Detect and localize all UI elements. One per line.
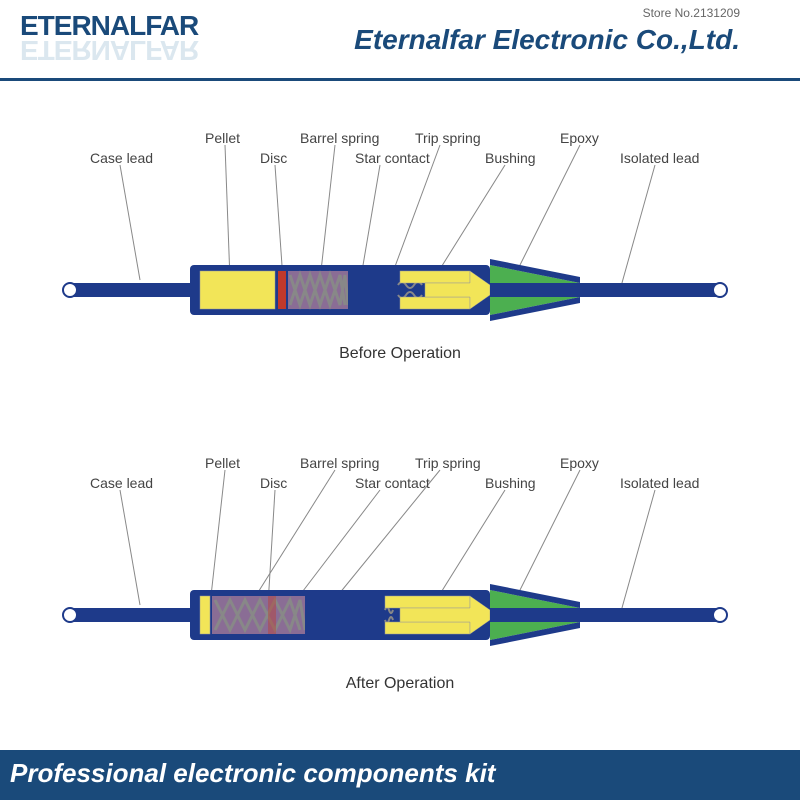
label-isolated-lead-after: Isolated lead: [620, 475, 699, 491]
label-pellet-before: Pellet: [205, 130, 240, 146]
label-case-lead-before: Case lead: [90, 150, 153, 166]
logo-reflection: ETERNALFAR: [20, 34, 198, 66]
caption-after: After Operation: [0, 675, 800, 693]
header-divider: [0, 78, 800, 81]
label-epoxy-after: Epoxy: [560, 455, 599, 471]
label-star-contact-after: Star contact: [355, 475, 430, 491]
label-bushing-before: Bushing: [485, 150, 536, 166]
label-trip-spring-before: Trip spring: [415, 130, 481, 146]
logo: ETERNALFAR ETERNALFAR: [20, 10, 198, 66]
label-trip-spring-after: Trip spring: [415, 455, 481, 471]
label-disc-before: Disc: [260, 150, 287, 166]
header: ETERNALFAR ETERNALFAR Store No.2131209 E…: [0, 0, 800, 80]
footer-text: Professional electronic components kit: [10, 758, 495, 788]
label-case-lead-after: Case lead: [90, 475, 153, 491]
diagram-area: Case lead Pellet Disc Barrel spring Star…: [0, 90, 800, 750]
company-name: Eternalfar Electronic Co.,Ltd.: [354, 24, 740, 56]
label-barrel-spring-after: Barrel spring: [300, 455, 379, 471]
label-epoxy-before: Epoxy: [560, 130, 599, 146]
label-bushing-after: Bushing: [485, 475, 536, 491]
caption-before: Before Operation: [0, 345, 800, 363]
label-star-contact-before: Star contact: [355, 150, 430, 166]
label-disc-after: Disc: [260, 475, 287, 491]
store-number: Store No.2131209: [643, 6, 740, 20]
label-barrel-spring-before: Barrel spring: [300, 130, 379, 146]
label-pellet-after: Pellet: [205, 455, 240, 471]
footer: Professional electronic components kit: [0, 750, 800, 800]
label-isolated-lead-before: Isolated lead: [620, 150, 699, 166]
